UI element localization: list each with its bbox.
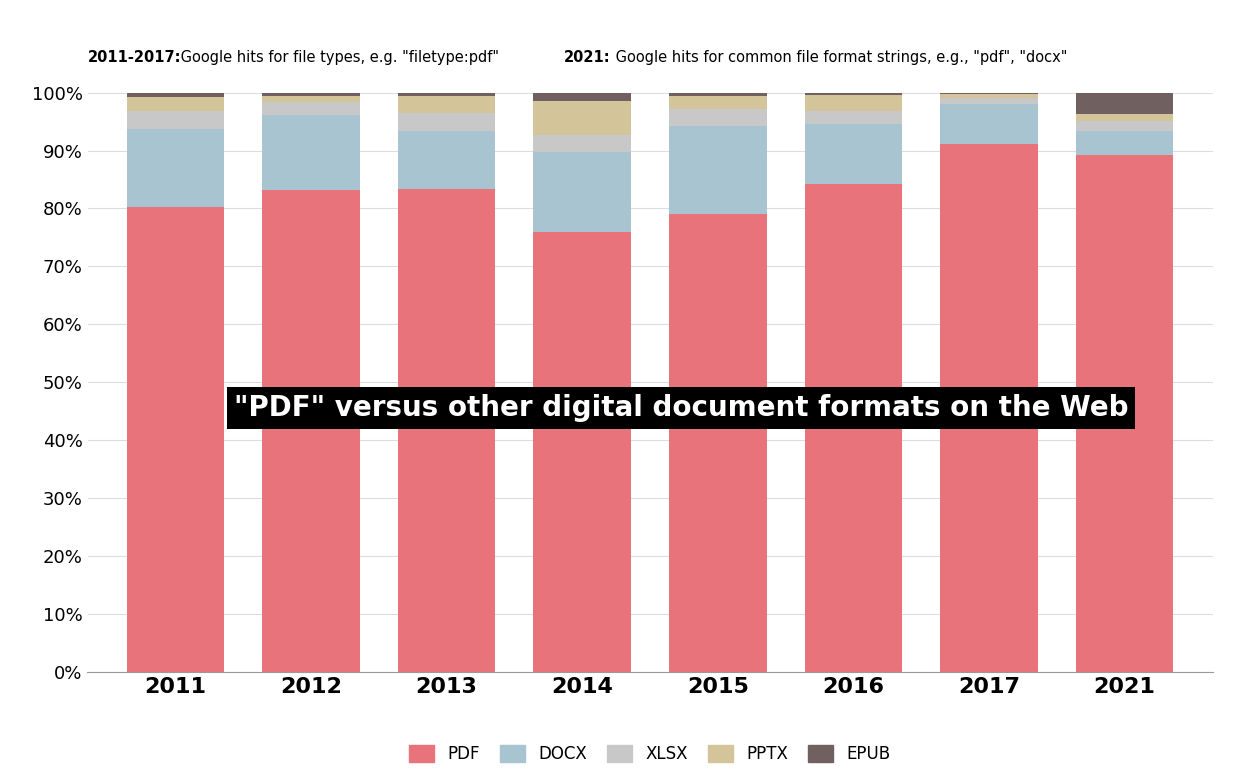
Bar xyxy=(805,93,902,95)
Bar xyxy=(398,93,495,96)
Bar xyxy=(669,109,766,126)
Bar xyxy=(1075,121,1174,131)
Bar xyxy=(1075,154,1174,672)
Bar xyxy=(669,214,766,672)
Bar xyxy=(1075,93,1174,114)
Bar xyxy=(940,144,1038,672)
Bar xyxy=(534,100,631,136)
Bar xyxy=(126,128,225,207)
Bar xyxy=(262,114,360,191)
Bar xyxy=(940,104,1038,144)
Text: 2011-2017:: 2011-2017: xyxy=(88,50,181,65)
Bar xyxy=(669,96,766,109)
Text: "PDF" versus other digital document formats on the Web: "PDF" versus other digital document form… xyxy=(234,394,1129,422)
Bar xyxy=(398,130,495,189)
Bar xyxy=(534,136,631,151)
Bar xyxy=(126,96,225,111)
Bar xyxy=(805,95,902,111)
Bar xyxy=(262,96,360,102)
Bar xyxy=(669,93,766,96)
Bar xyxy=(1075,131,1174,154)
Bar xyxy=(126,111,225,128)
Bar xyxy=(398,189,495,672)
Bar xyxy=(805,111,902,124)
Bar xyxy=(1075,114,1174,121)
Bar xyxy=(398,96,495,113)
Bar xyxy=(398,113,495,130)
Bar xyxy=(126,207,225,672)
Bar xyxy=(805,184,902,672)
Bar xyxy=(126,93,225,96)
Bar xyxy=(669,126,766,214)
Bar xyxy=(262,93,360,96)
Legend: PDF, DOCX, XLSX, PPTX, EPUB: PDF, DOCX, XLSX, PPTX, EPUB xyxy=(402,738,898,770)
Bar xyxy=(262,102,360,115)
Bar xyxy=(534,151,631,232)
Bar xyxy=(940,93,1038,98)
Text: Google hits for file types, e.g. "filetype:pdf": Google hits for file types, e.g. "filety… xyxy=(176,50,509,65)
Bar xyxy=(534,93,631,100)
Bar xyxy=(534,232,631,672)
Bar xyxy=(262,191,360,672)
Bar xyxy=(805,124,902,184)
Text: Google hits for common file format strings, e.g., "pdf", "docx": Google hits for common file format strin… xyxy=(611,50,1068,65)
Bar xyxy=(940,99,1038,104)
Text: 2021:: 2021: xyxy=(564,50,610,65)
